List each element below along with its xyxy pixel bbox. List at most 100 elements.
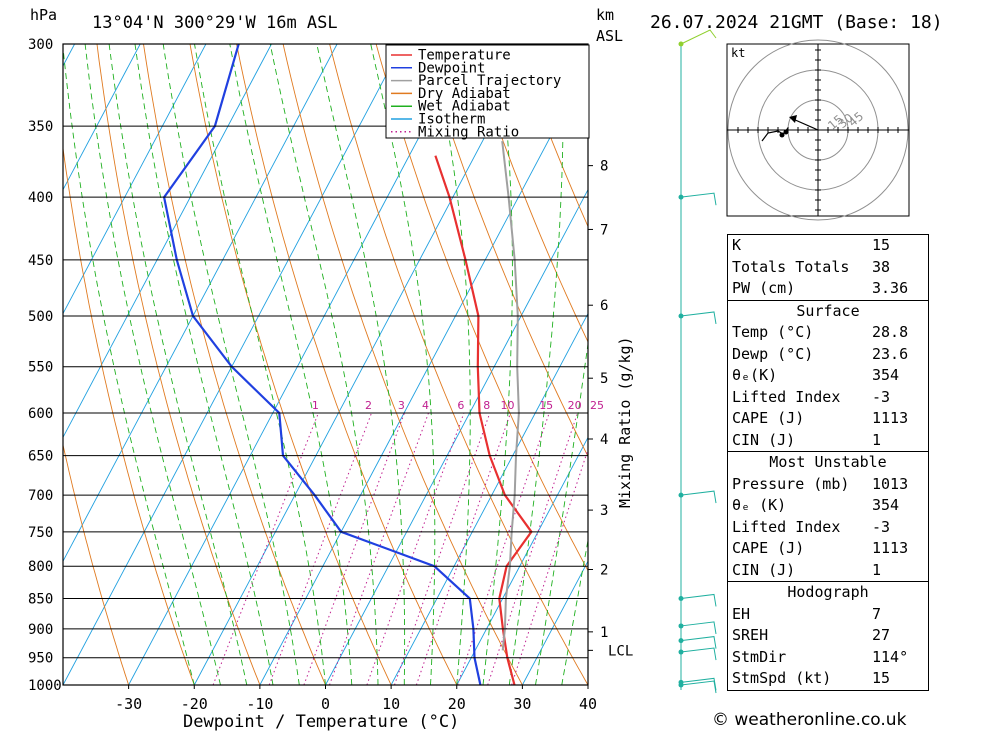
pressure-tick-label: 1000 <box>28 678 62 694</box>
axes-group: 1 2 3 4 6 8 10 15 20 2530035040045050055060065070… <box>28 37 633 713</box>
mixing-ratio-tick-label: 20 <box>568 399 582 412</box>
pressure-tick-label: 500 <box>28 309 53 325</box>
km-tick-label: 4 <box>600 432 608 448</box>
km-tick-label: 5 <box>600 371 608 387</box>
mixing-ratio-tick-label: 6 <box>457 399 464 412</box>
mixing-ratio-axis-label: Mixing Ratio (g/kg) <box>616 336 634 508</box>
pressure-tick-label: 350 <box>28 119 53 135</box>
x-tick-label: -10 <box>246 695 273 713</box>
legend-label: Parcel Trajectory <box>418 73 561 89</box>
pressure-tick-label: 900 <box>28 622 53 638</box>
legend-label: Dry Adiabat <box>418 86 511 102</box>
asl-label: ASL <box>596 27 623 45</box>
km-tick-label: 1 <box>600 625 608 641</box>
pressure-unit-label: hPa <box>30 6 57 24</box>
mu-pressure-row: Pressure (mb) 1013 <box>732 474 909 493</box>
eh-row: EH 7 <box>732 604 882 623</box>
wind-barb <box>680 192 717 206</box>
wet-adiabat-line <box>84 44 221 685</box>
wind-barb <box>680 677 717 691</box>
isotherm-line <box>63 44 141 191</box>
mu-cin-row: CIN (J) 1 <box>732 560 882 579</box>
km-tick-label: 3 <box>600 503 608 519</box>
surface-li-row: Lifted Index -3 <box>732 387 891 406</box>
dry-adiabat-line <box>981 44 1000 685</box>
x-tick-label: 30 <box>513 695 531 713</box>
km-label: km <box>596 6 614 24</box>
isotherm-line <box>63 44 338 563</box>
temperature-line <box>434 155 533 685</box>
surface-dewp-row: Dewp (°C) 23.6 <box>732 344 909 363</box>
pressure-tick-label: 950 <box>28 651 53 667</box>
isotherm-line <box>456 436 588 685</box>
pressure-tick-label: 550 <box>28 360 53 376</box>
wind-barb <box>680 490 717 504</box>
storm-motion-arrow <box>789 115 797 123</box>
x-tick-label: -30 <box>115 695 142 713</box>
wind-barbs <box>678 29 717 694</box>
isotherm-line <box>193 44 535 685</box>
x-axis-label: Dewpoint / Temperature (°C) <box>183 712 459 732</box>
pressure-tick-label: 600 <box>28 406 53 422</box>
stmdir-row: StmDir 114° <box>732 647 909 666</box>
mixing-ratio-tick-label: 8 <box>483 399 490 412</box>
isotherm-line <box>325 188 588 685</box>
wind-barb <box>680 311 717 325</box>
isotherm-line <box>522 560 588 685</box>
mixing-ratio-tick-label: 2 <box>365 399 372 412</box>
dry-adiabat-line <box>96 44 261 685</box>
mixing-ratio-tick-label: 1 <box>312 399 319 412</box>
wet-adiabat-line <box>587 682 588 685</box>
mixing-ratio-tick-label: 3 <box>398 399 405 412</box>
wind-barb <box>680 593 717 607</box>
wet-adiabat-line <box>194 44 326 685</box>
mixing-ratio-line <box>394 412 491 685</box>
credit-link[interactable]: © weatheronline.co.uk <box>712 710 907 730</box>
dry-adiabat-line <box>63 442 130 685</box>
mu-cape-row: CAPE (J) 1113 <box>732 539 909 557</box>
legend-box <box>385 44 590 139</box>
surface-temp-row: Temp (°C) 28.8 <box>732 323 909 341</box>
hodograph-unit: kt <box>731 46 745 60</box>
pressure-tick-label: 700 <box>28 488 53 504</box>
dry-adiabat-line <box>934 44 1000 685</box>
pressure-tick-label: 800 <box>28 559 53 575</box>
isotherm-line <box>0 44 9 685</box>
mixing-ratio-line <box>212 412 319 685</box>
x-tick-label: -20 <box>181 695 208 713</box>
mixing-ratio-line <box>329 412 429 685</box>
indices-table: K 15 Totals Totals 38 PW (cm) 3.36 Surface … <box>727 234 929 691</box>
pressure-tick-label: 650 <box>28 449 53 465</box>
surface-cape-row: CAPE (J) 1113 <box>732 409 909 427</box>
legend-label: Temperature <box>418 48 511 64</box>
surface-thetae-row: θₑ(K) 354 <box>732 366 900 384</box>
km-tick-label: 8 <box>600 159 608 175</box>
k-index-row: K 15 <box>732 236 891 254</box>
stmspd-row: StmSpd (kt) 15 <box>728 668 928 691</box>
mixing-ratio-line <box>366 412 465 685</box>
km-tick-label: 7 <box>600 222 608 238</box>
x-tick-label: 40 <box>579 695 597 713</box>
isotherm-line <box>63 44 207 315</box>
most-unstable-title: Most Unstable <box>728 451 928 474</box>
datetime-label: 26.07.2024 21GMT (Base: 18) <box>650 12 943 33</box>
mixing-ratio-tick-label: 4 <box>422 399 429 412</box>
legend-label: Dewpoint <box>418 60 485 76</box>
hodograph-point <box>783 129 789 135</box>
wind-barb <box>680 621 717 635</box>
legend-label: Wet Adiabat <box>418 99 511 115</box>
mu-thetae-row: θₑ (K) 354 <box>732 496 900 514</box>
km-tick-label: 2 <box>600 563 608 579</box>
pressure-tick-label: 850 <box>28 591 53 607</box>
pressure-tick-label: 300 <box>28 37 53 53</box>
mixing-ratio-tick-label: 15 <box>539 399 553 412</box>
pw-row: PW (cm) 3.36 <box>732 279 909 297</box>
wet-adiabat-line <box>108 44 248 685</box>
mixing-ratio-line <box>511 447 588 685</box>
storm-motion-vector <box>792 118 819 131</box>
surface-title: Surface <box>728 299 928 323</box>
km-tick-label: 6 <box>600 298 608 314</box>
